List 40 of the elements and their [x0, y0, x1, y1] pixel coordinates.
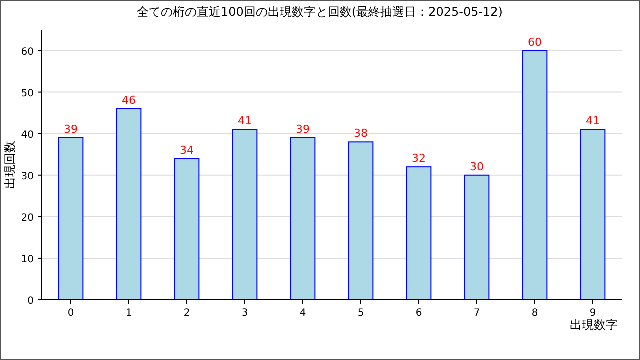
x-tick-label: 2 — [184, 308, 190, 319]
bar — [232, 129, 258, 300]
data-label: 60 — [528, 36, 542, 49]
bar — [174, 158, 200, 300]
x-tick-label: 3 — [242, 308, 248, 319]
y-tick-label: 50 — [21, 88, 34, 100]
y-tick-label: 20 — [21, 212, 34, 224]
y-tick-label: 10 — [21, 254, 34, 266]
y-tick-label: 0 — [28, 296, 34, 307]
data-label: 38 — [354, 127, 368, 140]
data-label: 46 — [122, 94, 136, 107]
x-tick-label: 8 — [532, 308, 538, 319]
bar — [348, 142, 374, 300]
x-tick-label: 7 — [474, 308, 480, 319]
bar — [58, 138, 84, 300]
y-tick-label: 60 — [21, 46, 34, 58]
data-label: 34 — [180, 144, 194, 157]
x-tick-label: 9 — [590, 308, 596, 319]
bar — [290, 138, 316, 300]
data-label: 41 — [586, 114, 600, 128]
x-tick-label: 0 — [68, 308, 74, 319]
x-axis-title: 出現数字 — [570, 318, 618, 332]
x-tick-label: 1 — [126, 308, 132, 319]
x-tick-label: 6 — [416, 308, 422, 319]
y-tick-label: 40 — [21, 130, 34, 141]
bar — [522, 50, 548, 300]
bar — [116, 108, 142, 300]
chart-title: 全ての桁の直近100回の出現数字と回数(最終抽選日：2025-05-12) — [136, 5, 504, 19]
data-label: 41 — [238, 114, 252, 128]
x-tick-label: 5 — [358, 308, 364, 319]
data-label: 39 — [64, 123, 78, 136]
x-tick-label: 4 — [300, 308, 306, 319]
bar — [580, 129, 606, 300]
y-axis-title: 出現回数 — [3, 141, 17, 189]
y-tick-label: 30 — [21, 171, 34, 182]
data-label: 30 — [470, 160, 484, 174]
bar — [406, 166, 432, 300]
data-label: 32 — [412, 152, 426, 166]
bar — [464, 174, 490, 300]
data-label: 39 — [296, 123, 310, 136]
